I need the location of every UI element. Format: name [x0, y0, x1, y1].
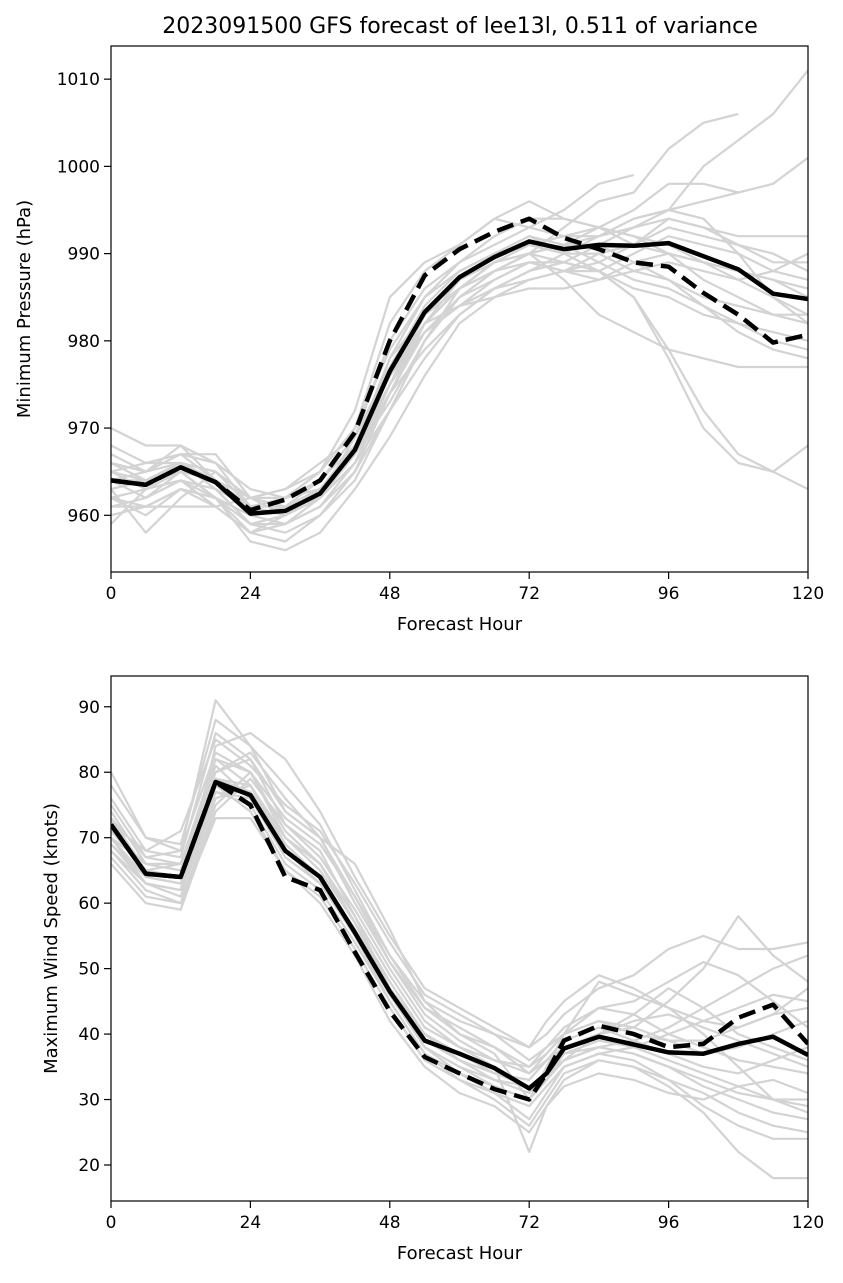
y-tick-label: 980	[68, 332, 100, 352]
x-tick-label: 72	[518, 1213, 540, 1233]
ensemble-member-line	[111, 217, 808, 526]
chart-panel-1: 0 24 48 72 96 120 960 970 980 990 1000 1010 Forecast…	[14, 45, 824, 635]
ensemble-member-line	[111, 718, 808, 1068]
ensemble-member-line	[111, 757, 808, 1075]
x-tick-label: 0	[106, 1213, 117, 1233]
x-tick-label: 0	[106, 584, 117, 604]
ensemble-member-line	[111, 270, 808, 552]
ensemble-member-line	[111, 738, 808, 1049]
x-tick-label: 48	[379, 584, 401, 604]
y-tick-label: 40	[78, 1025, 100, 1045]
plot-frame	[110, 45, 809, 573]
x-tick-label: 96	[658, 584, 680, 604]
control-forecast-line	[111, 779, 808, 1102]
x-tick-label: 72	[518, 584, 540, 604]
ensemble-member-line	[111, 757, 808, 1121]
ensemble-member-line	[111, 777, 808, 1082]
x-tick-label: 24	[240, 584, 262, 604]
chart-panel-2: 0 24 48 72 96 120 20 30 40 50 60 70 80 90 Forecast Hou…	[41, 675, 824, 1264]
ensemble-member-line	[111, 731, 808, 1154]
ensemble-member-line	[111, 200, 808, 499]
x-tick-label: 48	[379, 1213, 401, 1233]
y-tick-label: 50	[78, 960, 100, 980]
x-tick-label: 96	[658, 1213, 680, 1233]
ensemble-member-line	[111, 226, 808, 508]
x-axis-label: Forecast Hour	[397, 614, 523, 635]
x-axis-label: Forecast Hour	[397, 1243, 523, 1264]
ensemble-mean-line	[111, 239, 808, 516]
y-tick-label: 960	[68, 506, 100, 526]
y-tick-label: 80	[78, 763, 100, 783]
x-tick-label: 120	[792, 1213, 824, 1233]
ensemble-member-line	[111, 784, 808, 1180]
series-group	[111, 699, 808, 1180]
ensemble-member-line	[111, 226, 808, 499]
y-tick-label: 990	[68, 245, 100, 265]
ensemble-member-line	[111, 816, 808, 1134]
y-tick-label: 30	[78, 1091, 100, 1111]
ensemble-member-line	[111, 731, 808, 1049]
chart-title: 2023091500 GFS forecast of lee13l, 0.511…	[162, 14, 758, 39]
y-axis-label: Minimum Pressure (hPa)	[14, 200, 35, 418]
y-tick-label: 60	[78, 894, 100, 914]
series-group	[111, 69, 808, 552]
y-tick-label: 70	[78, 829, 100, 849]
ensemble-member-line	[111, 261, 808, 534]
y-tick-label: 970	[68, 419, 100, 439]
ensemble-member-line	[111, 243, 808, 526]
x-tick-label: 24	[240, 1213, 262, 1233]
y-tick-label: 90	[78, 698, 100, 718]
ensemble-member-line	[111, 777, 808, 1108]
ensemble-member-line	[111, 156, 808, 517]
x-tick-label: 120	[792, 584, 824, 604]
ensemble-mean-line	[111, 779, 808, 1091]
y-tick-label: 1010	[57, 70, 100, 90]
y-axis-label: Maximum Wind Speed (knots)	[41, 803, 62, 1074]
y-tick-label: 1000	[57, 157, 100, 177]
ensemble-member-line	[111, 174, 635, 499]
ensemble-member-line	[111, 243, 808, 508]
y-tick-label: 20	[78, 1156, 100, 1176]
plot-frame	[110, 675, 809, 1202]
